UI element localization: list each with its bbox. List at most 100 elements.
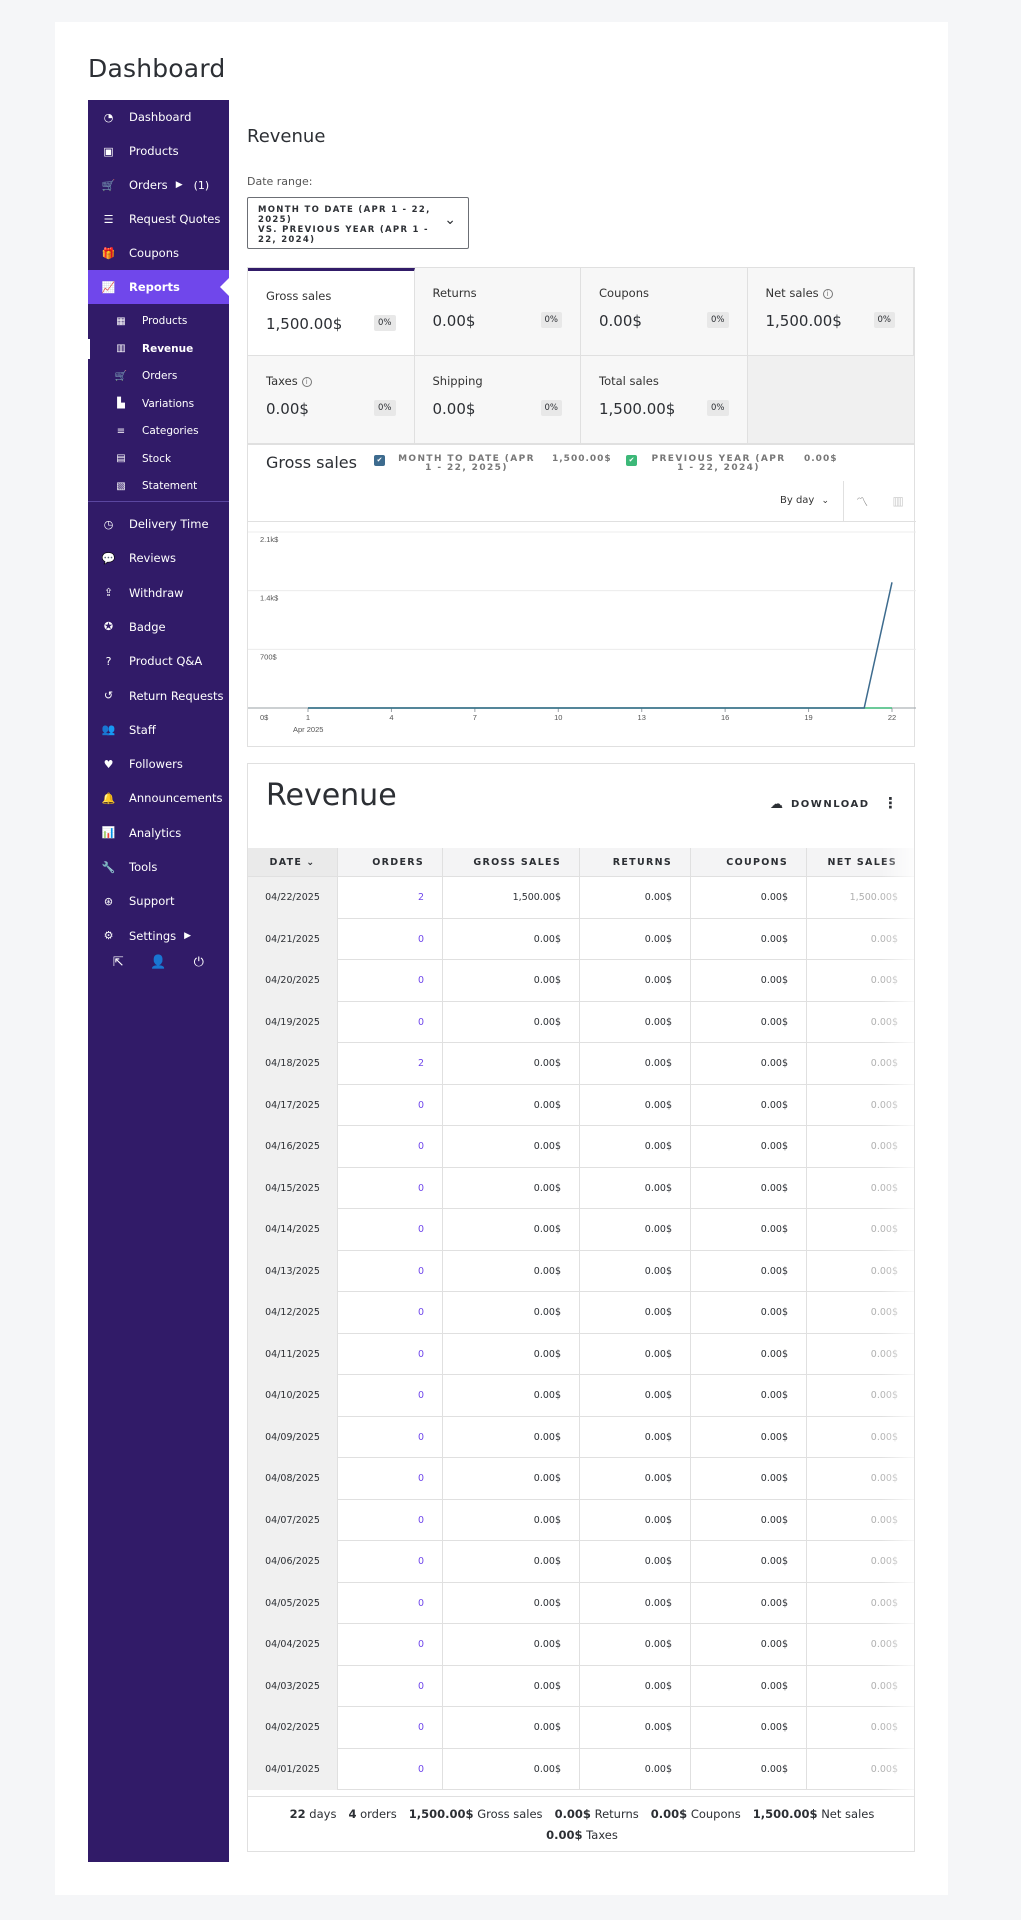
sidebar-subitem-products[interactable]: ▦ Products <box>88 308 229 334</box>
summary-value: 1,500.00$ <box>266 315 343 333</box>
table-cell: 0.00$ <box>691 1665 807 1707</box>
table-cell: 0.00$ <box>870 1390 898 1402</box>
orders-link[interactable]: 0 <box>338 1458 443 1500</box>
column-header-orders[interactable]: ORDERS <box>338 848 443 877</box>
summary-returns[interactable]: Returns 0.00$ 0% <box>414 268 581 356</box>
orders-link[interactable]: 0 <box>338 1126 443 1168</box>
sidebar-item-analytics[interactable]: 📊 Analytics <box>88 816 229 850</box>
info-icon: i <box>822 289 833 299</box>
sidebar-item-reports[interactable]: 📈 Reports <box>88 270 229 304</box>
sidebar-subitem-categories[interactable]: ≡ Categories <box>88 418 229 444</box>
sidebar-item-products[interactable]: ▣ Products <box>88 134 229 168</box>
table-cell: 0.00$ <box>443 1499 580 1541</box>
sidebar-item-followers[interactable]: ♥ Followers <box>88 747 229 781</box>
sidebar-subitem-stock[interactable]: ▤ Stock <box>88 446 229 472</box>
orders-link[interactable]: 0 <box>338 1333 443 1375</box>
summary-shipping[interactable]: Shipping 0.00$ 0% <box>414 356 581 444</box>
sidebar-item-label: Withdraw <box>129 585 184 600</box>
summary-stat-label: days <box>309 1807 337 1821</box>
table-cell: 0.00$ <box>691 1250 807 1292</box>
column-header-net-sales[interactable]: NET SALES <box>807 848 914 877</box>
sidebar-item-badge[interactable]: ✪ Badge <box>88 610 229 644</box>
orders-link[interactable]: 0 <box>338 1167 443 1209</box>
sidebar-item-announcements[interactable]: 🔔 Announcements <box>88 781 229 815</box>
legend-item-previous[interactable]: ✔ Previous year (Apr 1 - 22, 2024) 0.00$ <box>626 455 837 473</box>
summary-stat: 0.00$ Coupons <box>651 1804 741 1825</box>
summary-gross-sales[interactable]: Gross sales 1,500.00$ 0% <box>248 268 415 356</box>
sidebar-item-withdraw[interactable]: ⇪ Withdraw <box>88 576 229 610</box>
sidebar-item-support[interactable]: ⊛ Support <box>88 884 229 918</box>
orders-link[interactable]: 2 <box>338 1043 443 1085</box>
bar-chart-icon[interactable]: ▥ <box>892 494 904 508</box>
delta-badge: 0% <box>707 312 729 328</box>
table-cell: 0.00$ <box>691 1582 807 1624</box>
more-options-icon[interactable]: ⋮ <box>883 794 898 812</box>
table-cell: 0.00$ <box>443 918 580 960</box>
column-header-label: DATE <box>269 856 303 868</box>
orders-link[interactable]: 0 <box>338 1209 443 1251</box>
gross-sales-chart: 0$ 700$ 1.4k$ 2.1k$ 1 4 7 10 13 16 19 22 Apr 2025 <box>248 531 916 734</box>
orders-link[interactable]: 0 <box>338 1001 443 1043</box>
orders-link[interactable]: 0 <box>338 1292 443 1334</box>
x-tick-label: 4 <box>389 713 393 722</box>
orders-link[interactable]: 0 <box>338 1582 443 1624</box>
delta-badge: 0% <box>374 400 396 416</box>
sidebar-subitem-label: Products <box>142 315 188 327</box>
sidebar-item-reviews[interactable]: 💬 Reviews <box>88 541 229 575</box>
sidebar-subitem-revenue[interactable]: ▥ Revenue <box>88 336 229 362</box>
summary-stat-value: 1,500.00$ <box>408 1807 474 1821</box>
sidebar-item-request-quotes[interactable]: ☰ Request Quotes <box>88 202 229 236</box>
orders-link[interactable]: 0 <box>338 1250 443 1292</box>
interval-select[interactable]: By day ⌄ <box>780 495 829 506</box>
orders-link[interactable]: 0 <box>338 1084 443 1126</box>
table-cell: 0.00$ <box>691 1209 807 1251</box>
sidebar-item-return-requests[interactable]: ↺ Return Requests <box>88 679 229 713</box>
legend-item-current[interactable]: ✔ Month to date (Apr 1 - 22, 2025) 1,500… <box>374 455 612 473</box>
summary-taxes[interactable]: Taxes i 0.00$ 0% <box>248 356 415 444</box>
column-header-date[interactable]: DATE ⌄ <box>248 848 338 877</box>
power-icon[interactable]: ⏻ <box>193 955 204 970</box>
sidebar-item-staff[interactable]: 👥 Staff <box>88 713 229 747</box>
orders-link[interactable]: 2 <box>338 877 443 919</box>
checkbox-icon: ✔ <box>374 455 385 466</box>
sidebar-item-dashboard[interactable]: ◔ Dashboard <box>88 100 229 134</box>
sidebar-subitem-orders[interactable]: 🛒 Orders <box>88 363 229 389</box>
sidebar-item-settings[interactable]: ⚙ Settings ▶ <box>88 919 229 953</box>
orders-link[interactable]: 0 <box>338 1499 443 1541</box>
line-chart-icon[interactable]: 〽 <box>856 494 869 509</box>
external-link-icon[interactable]: ⇱ <box>112 955 124 970</box>
sidebar-subitem-variations[interactable]: ▙ Variations <box>88 391 229 417</box>
date-range-select[interactable]: Month to date (Apr 1 - 22, 2025) vs. Pre… <box>247 197 469 249</box>
sidebar-subitem-statement[interactable]: ▧ Statement <box>88 473 229 499</box>
sidebar-item-coupons[interactable]: 🎁 Coupons <box>88 236 229 270</box>
download-button[interactable]: ☁ DOWNLOAD <box>770 797 870 812</box>
summary-net-sales[interactable]: Net sales i 1,500.00$ 0% <box>747 268 914 356</box>
sidebar-item-delivery-time[interactable]: ◷ Delivery Time <box>88 507 229 541</box>
column-header-coupons[interactable]: COUPONS <box>691 848 807 877</box>
orders-link[interactable]: 0 <box>338 1707 443 1749</box>
sidebar-item-product-q-a[interactable]: ? Product Q&A <box>88 644 229 678</box>
sidebar-item-tools[interactable]: 🔧 Tools <box>88 850 229 884</box>
table-cell: 0.00$ <box>443 1126 580 1168</box>
user-icon[interactable]: 👤 <box>150 955 167 970</box>
y-tick-label: 0$ <box>260 713 269 722</box>
orders-link[interactable]: 0 <box>338 1748 443 1790</box>
column-header-returns[interactable]: RETURNS <box>580 848 691 877</box>
column-header-gross-sales[interactable]: GROSS SALES <box>443 848 580 877</box>
orders-link[interactable]: 0 <box>338 1624 443 1666</box>
summary-total-sales[interactable]: Total sales 1,500.00$ 0% <box>581 356 748 444</box>
sidebar-item-orders[interactable]: 🛒 Orders ▶ (1) <box>88 168 229 202</box>
sidebar-footer: ⇱ 👤 ⏻ <box>88 955 229 970</box>
table-cell: 0.00$ <box>691 1126 807 1168</box>
summary-stat-value: 1,500.00$ <box>569 1849 634 1851</box>
orders-link[interactable]: 0 <box>338 1541 443 1583</box>
orders-link[interactable]: 0 <box>338 1375 443 1417</box>
orders-link[interactable]: 0 <box>338 1416 443 1458</box>
orders-link[interactable]: 0 <box>338 918 443 960</box>
orders-link[interactable]: 0 <box>338 1665 443 1707</box>
summary-stat: 0.00$ Taxes <box>546 1825 618 1846</box>
orders-link[interactable]: 0 <box>338 960 443 1002</box>
chevron-down-icon: ⌄ <box>444 212 456 228</box>
table-cell: 0.00$ <box>443 1665 580 1707</box>
summary-coupons[interactable]: Coupons 0.00$ 0% <box>581 268 748 356</box>
